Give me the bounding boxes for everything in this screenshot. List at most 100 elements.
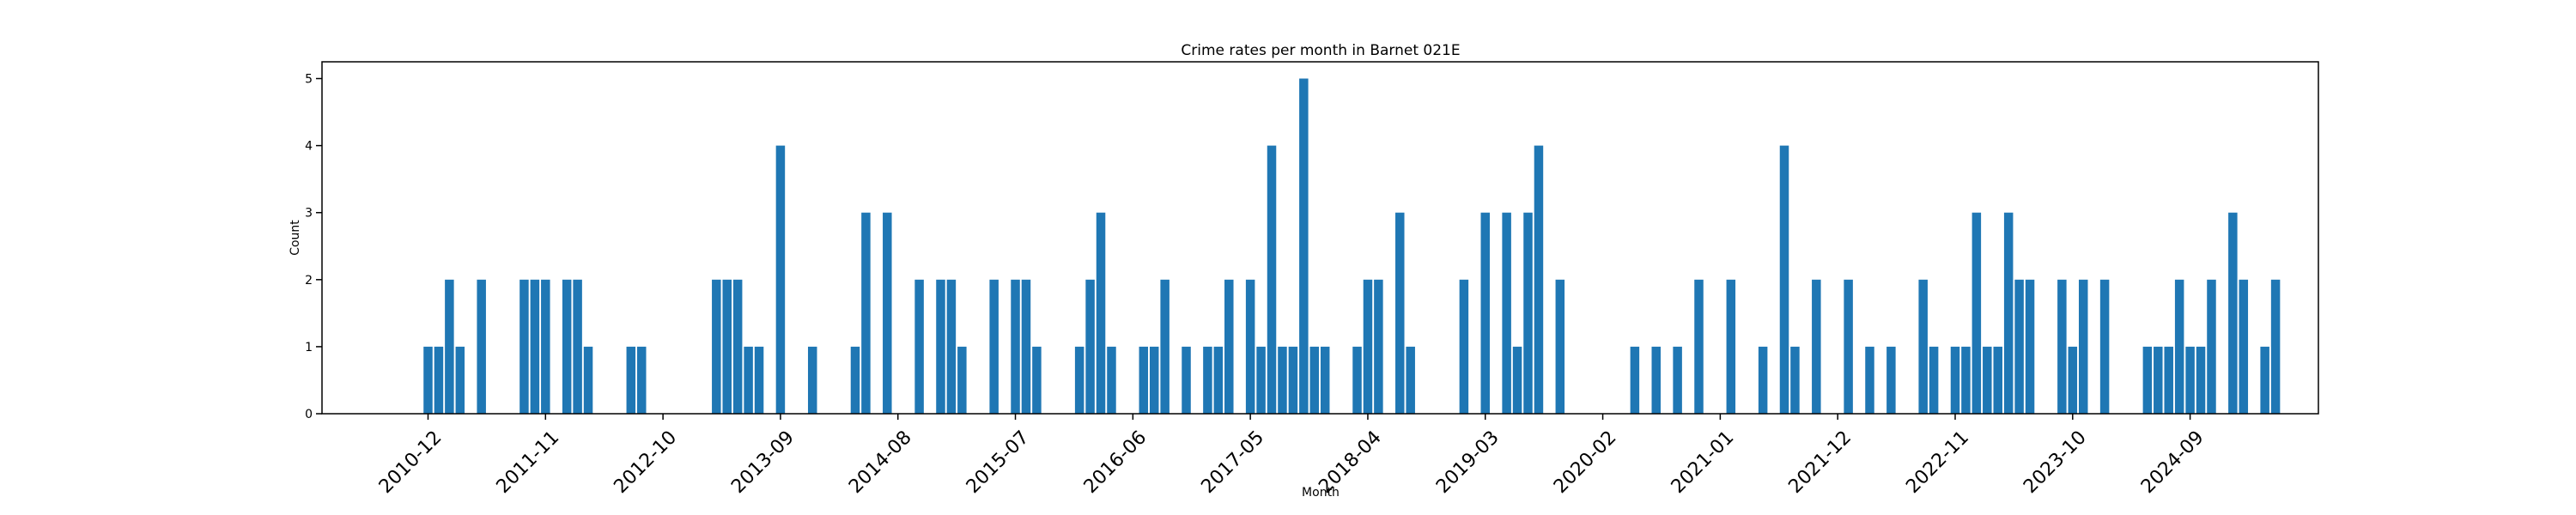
bar-2024-11 (2207, 279, 2216, 414)
bar-2016-07 (1139, 346, 1149, 414)
bar-2020-09 (1673, 346, 1682, 414)
bar-2022-08 (1918, 279, 1928, 414)
x-tick-label: 2013-09 (727, 427, 799, 498)
bar-2017-08 (1278, 346, 1287, 414)
bar-2013-07 (754, 346, 764, 414)
bar-2014-05 (861, 212, 871, 414)
bar-2021-02 (1726, 279, 1736, 414)
bar-2013-05 (732, 279, 743, 414)
bar-2023-05 (2014, 279, 2024, 414)
bar-2012-03 (583, 346, 593, 414)
bar-2017-12 (1320, 346, 1330, 414)
bar-2017-07 (1267, 145, 1277, 414)
x-tick-label: 2017-05 (1197, 427, 1268, 498)
bar-2017-03 (1224, 279, 1234, 414)
y-tick-label: 0 (305, 408, 313, 421)
bar-2024-06 (2154, 346, 2163, 414)
x-tick-label: 2022-11 (1902, 427, 1973, 498)
bar-2014-04 (850, 346, 860, 414)
bar-2020-07 (1651, 346, 1661, 414)
axes-frame (321, 61, 2319, 415)
bar-2018-07 (1395, 212, 1405, 414)
plot-area: 0 1 2 3 4 5 2010-12 2011-11 2012-10 2013-09 2014-… (305, 61, 2319, 498)
y-axis-label: Count (289, 220, 302, 256)
bar-2013-03 (712, 279, 721, 414)
y-tick-label: 3 (305, 207, 313, 221)
bar-2017-05 (1245, 279, 1255, 414)
bar-2013-04 (722, 279, 732, 414)
bar-2019-03 (1480, 212, 1491, 414)
x-tick-label: 2012-10 (610, 427, 681, 498)
bar-2019-07 (1523, 212, 1533, 414)
bar-2019-06 (1512, 346, 1522, 414)
bar-2015-07 (1011, 279, 1020, 414)
bar-2019-08 (1534, 145, 1544, 414)
bars-group (423, 78, 2281, 415)
x-tick-label: 2016-06 (1080, 427, 1151, 498)
bar-2023-01 (1971, 212, 1982, 414)
bar-2015-08 (1021, 279, 1031, 414)
x-tick-label: 2023-10 (2020, 427, 2091, 498)
bar-2025-04 (2260, 346, 2269, 414)
bar-2017-01 (1203, 346, 1212, 414)
bar-2021-08 (1790, 346, 1800, 414)
bar-2011-01 (434, 346, 444, 414)
x-tick-label: 2021-01 (1668, 427, 1739, 498)
bar-2013-09 (775, 145, 786, 414)
bar-2022-09 (1929, 346, 1939, 414)
bar-2015-01 (946, 279, 957, 414)
bar-2023-04 (2003, 212, 2014, 414)
bar-2023-06 (2025, 279, 2035, 414)
x-tick-label: 2020-02 (1550, 427, 1621, 498)
bar-2012-07 (626, 346, 636, 414)
x-tick-label: 2021-12 (1785, 427, 1856, 498)
bar-2021-07 (1779, 145, 1789, 414)
bar-2017-10 (1299, 78, 1309, 415)
bar-2017-09 (1288, 346, 1298, 414)
bar-2011-11 (541, 279, 550, 414)
bar-2014-07 (883, 212, 892, 414)
bar-2025-01 (2228, 212, 2238, 414)
bar-2022-11 (1950, 346, 1960, 414)
bar-2014-10 (914, 279, 924, 414)
y-tick-label: 1 (305, 341, 313, 354)
bar-2024-09 (2185, 346, 2195, 414)
bar-2023-11 (2078, 279, 2088, 414)
x-axis-label: Month (1302, 486, 1340, 500)
x-tick-label: 2019-03 (1432, 427, 1504, 498)
x-tick-label: 2015-07 (963, 427, 1034, 498)
bar-2020-05 (1630, 346, 1640, 414)
bar-2012-01 (562, 279, 572, 414)
bar-2013-06 (744, 346, 753, 414)
bar-2014-12 (936, 279, 945, 414)
bar-2018-04 (1363, 279, 1373, 414)
x-tick-label: 2024-09 (2137, 427, 2208, 498)
bar-2015-05 (989, 279, 999, 414)
bar-2024-08 (2174, 279, 2184, 414)
bar-2017-11 (1309, 346, 1320, 414)
x-tick-label: 2010-12 (375, 427, 447, 498)
y-tick-label: 2 (305, 274, 313, 288)
bar-2017-06 (1256, 346, 1266, 414)
x-tick-label: 2014-08 (845, 427, 916, 498)
bar-2016-09 (1160, 279, 1170, 414)
bar-2016-08 (1149, 346, 1159, 414)
bar-2016-01 (1074, 346, 1084, 414)
bar-2010-12 (423, 346, 433, 414)
bar-2021-05 (1758, 346, 1768, 414)
chart-title: Crime rates per month in Barnet 021E (1181, 42, 1460, 59)
bar-2018-05 (1374, 279, 1383, 414)
y-tick-label: 5 (305, 73, 313, 87)
bar-2019-01 (1459, 279, 1469, 414)
bar-2016-11 (1182, 346, 1191, 414)
bar-2011-09 (519, 279, 529, 414)
bar-2016-03 (1096, 212, 1106, 414)
x-axis: 2010-12 2011-11 2012-10 2013-09 2014-08 2015-… (375, 414, 2208, 498)
y-axis: 0 1 2 3 4 5 (305, 73, 322, 421)
bar-2016-04 (1107, 346, 1116, 414)
bar-2023-03 (1993, 346, 2002, 414)
bar-2024-07 (2164, 346, 2173, 414)
bar-2011-02 (445, 279, 454, 414)
bar-2022-01 (1844, 279, 1853, 414)
